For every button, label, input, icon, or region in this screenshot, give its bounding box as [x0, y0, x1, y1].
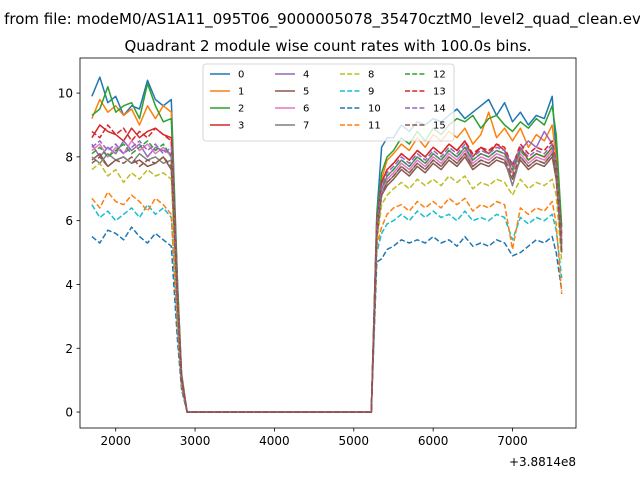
y-tick-label: 8: [65, 150, 73, 164]
y-tick-label: 4: [65, 278, 73, 292]
legend-label-2: 2: [238, 104, 244, 115]
legend-label-11: 11: [368, 121, 381, 132]
series-line-2: [91, 82, 563, 413]
legend-frame: [202, 63, 455, 142]
x-tick-label: 4000: [259, 434, 290, 448]
x-offset-label: +3.8814e8: [509, 455, 576, 469]
y-tick-label: 6: [65, 214, 73, 228]
series-line-13: [91, 124, 563, 413]
legend-label-12: 12: [433, 70, 446, 81]
x-tick-label: 7000: [497, 434, 528, 448]
legend-label-5: 5: [303, 87, 309, 98]
x-tick-label: 6000: [418, 434, 449, 448]
x-axis: 2000 3000 4000 5000 6000 7000: [100, 428, 528, 448]
x-tick-label: 2000: [100, 434, 131, 448]
legend-label-8: 8: [368, 70, 374, 81]
plot-area: [91, 76, 563, 413]
chart-title: Quadrant 2 module wise count rates with …: [124, 37, 531, 55]
x-tick-label: 3000: [180, 434, 211, 448]
plot-frame: [79, 57, 577, 429]
figure-suptitle: Plotting from file: modeM0/AS1A11_095T06…: [0, 10, 640, 29]
legend-label-15: 15: [433, 121, 446, 132]
legend-label-1: 1: [238, 87, 244, 98]
y-axis: 0 2 4 6 8 10: [58, 87, 80, 420]
legend-label-14: 14: [433, 104, 446, 115]
series-layer: [91, 76, 563, 413]
series-line-5: [91, 152, 563, 413]
legend-label-10: 10: [368, 104, 381, 115]
legend-label-9: 9: [368, 87, 374, 98]
series-line-11: [91, 191, 563, 413]
series-line-15: [91, 152, 563, 413]
legend-label-6: 6: [303, 104, 309, 115]
legend-label-3: 3: [238, 121, 244, 132]
series-line-8: [91, 162, 563, 413]
series-line-1: [91, 98, 563, 413]
legend-label-4: 4: [303, 70, 309, 81]
series-line-12: [91, 140, 563, 413]
series-line-14: [91, 140, 563, 413]
legend-label-13: 13: [433, 87, 446, 98]
y-tick-label: 2: [65, 342, 73, 356]
y-tick-label: 10: [58, 87, 73, 101]
legend-label-7: 7: [303, 121, 309, 132]
y-tick-label: 0: [65, 406, 73, 420]
series-line-10: [91, 226, 563, 413]
x-tick-label: 5000: [339, 434, 370, 448]
legend-label-0: 0: [238, 70, 244, 81]
